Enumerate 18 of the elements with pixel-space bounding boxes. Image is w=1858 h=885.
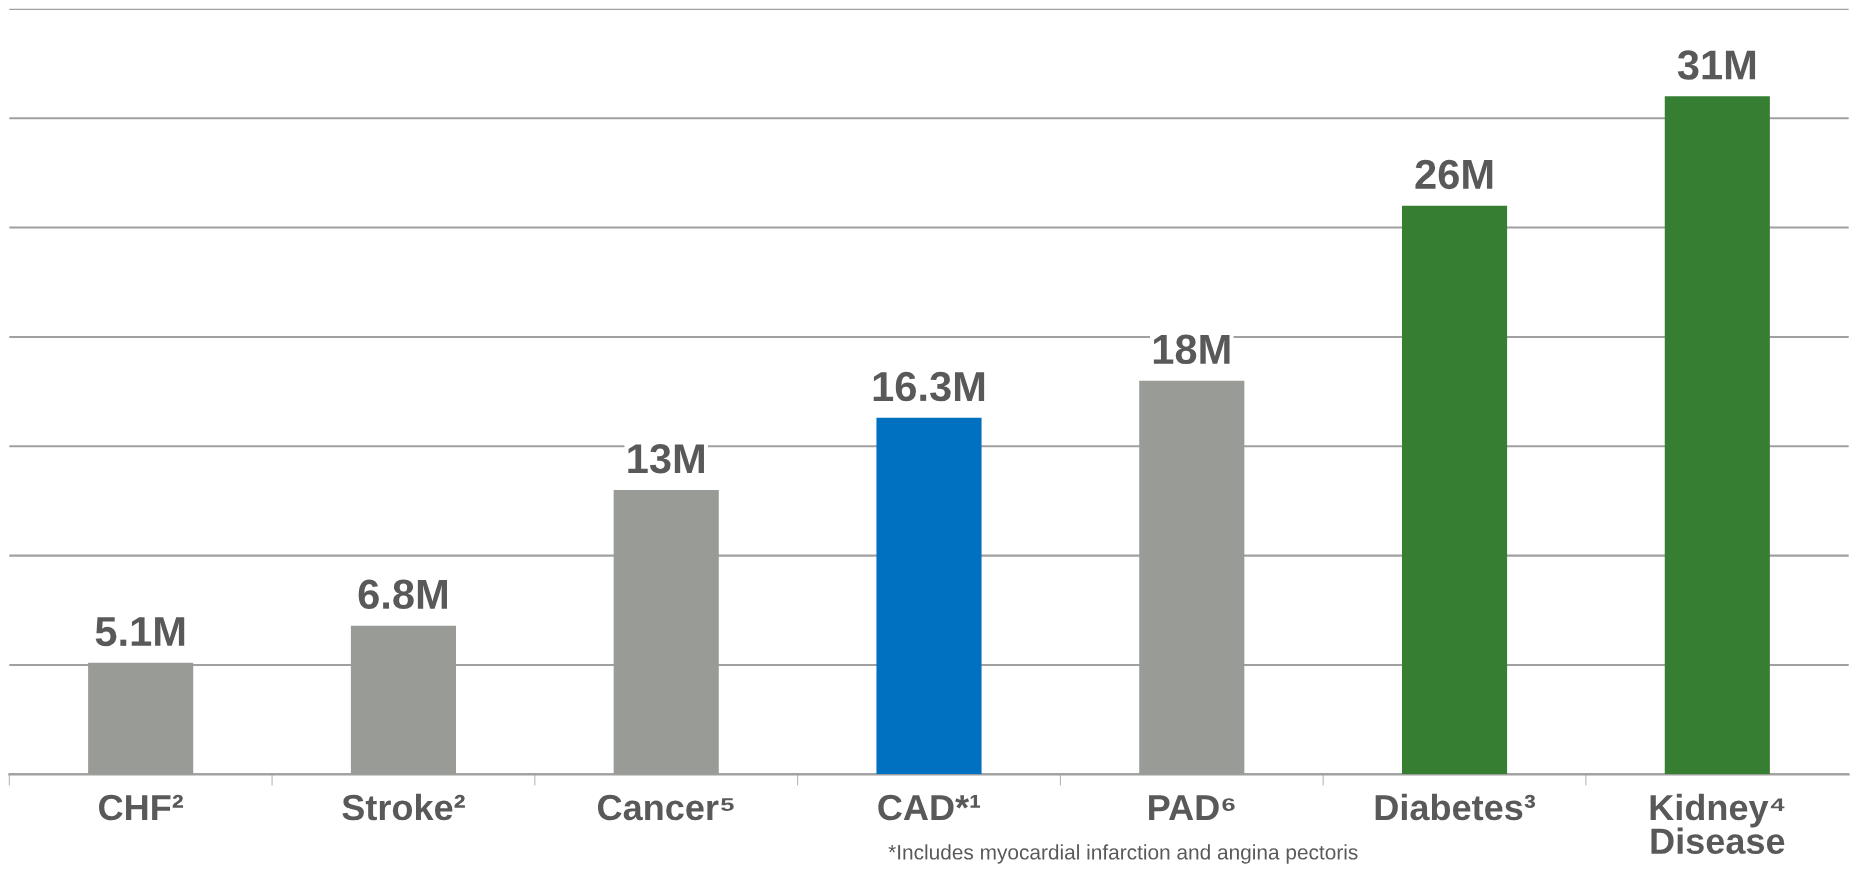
x-tick-label: CAD*¹ [878, 794, 981, 821]
x-tick-label: Stroke² [342, 793, 465, 821]
data-label: 13M [628, 443, 704, 474]
data-label: 31M [1677, 50, 1756, 80]
data-label: 26M [1415, 159, 1493, 190]
bar [1401, 205, 1508, 775]
x-tick-label: Cancer⁵ [598, 794, 734, 821]
data-label: 16.3M [873, 371, 985, 402]
data-label: 6.8M [358, 579, 447, 610]
x-tick-label: PAD⁶ [1149, 795, 1235, 820]
bar [1664, 96, 1770, 775]
data-label: 18M [1153, 334, 1230, 365]
x-tick-label: Diabetes³ [1375, 793, 1536, 821]
bar [876, 417, 982, 775]
x-tick-label: CHF² [99, 794, 184, 821]
data-label: 5.1M [95, 617, 185, 647]
text: *Includes myocardial infarction and angina pectoris [888, 844, 1358, 864]
x-tick-label: Kidney⁴ Disease [1650, 793, 1785, 855]
